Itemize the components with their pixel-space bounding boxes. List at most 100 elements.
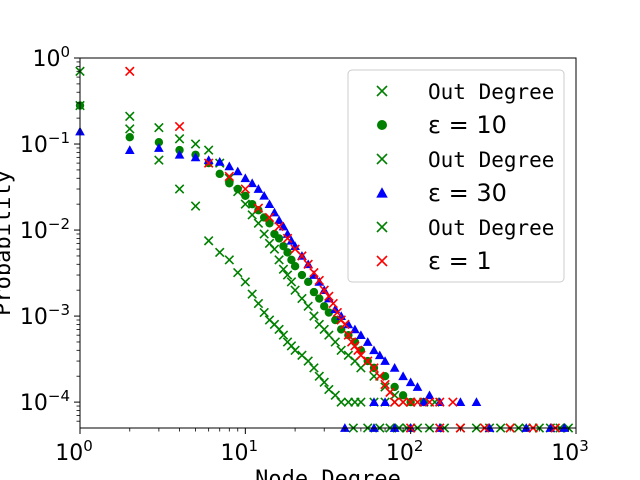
- data-point-series-1: [278, 264, 289, 275]
- data-point-series-4: [253, 203, 264, 213]
- data-point-series-2: [247, 199, 257, 209]
- data-point-series-4: [369, 363, 379, 373]
- data-point-series-1: [319, 377, 329, 388]
- data-point-series-1: [203, 236, 214, 246]
- data-point-series-1: [389, 390, 400, 401]
- data-point-series-3: [154, 143, 164, 152]
- data-point-series-1: [214, 247, 225, 258]
- data-point-series-2: [254, 206, 263, 215]
- data-point-series-2: [241, 191, 250, 201]
- legend-label: ε = 30: [428, 179, 507, 207]
- data-point-series-3: [471, 397, 482, 406]
- data-point-series-2: [297, 270, 307, 280]
- legend-marker: [376, 187, 388, 198]
- data-point-series-3: [389, 363, 400, 372]
- data-point-series-4: [389, 397, 400, 407]
- y-tick-label: 10−4: [20, 387, 70, 416]
- data-point-series-4: [328, 298, 338, 309]
- legend-marker: [376, 221, 388, 233]
- data-point-series-2: [233, 184, 242, 194]
- data-point-series-1: [282, 270, 293, 280]
- legend-box: [347, 69, 565, 283]
- y-tick-label: 10−2: [20, 215, 70, 244]
- data-point-series-1: [259, 307, 269, 318]
- data-point-series-4: [343, 330, 354, 340]
- data-point-series-1: [336, 397, 346, 407]
- x-tick-label: 103: [551, 437, 589, 466]
- legend-label: Out Degree: [428, 80, 554, 104]
- data-point-series-3: [418, 397, 429, 406]
- data-point-series-4: [353, 345, 363, 356]
- data-point-series-1: [174, 134, 185, 144]
- legend-label: ε = 1: [428, 247, 492, 275]
- data-point-series-1: [290, 285, 300, 295]
- data-point-series-4: [350, 341, 360, 351]
- data-point-series-2: [283, 248, 292, 257]
- data-point-series-4: [374, 371, 385, 381]
- y-axis-label: Probability: [0, 170, 16, 316]
- data-point-series-1: [125, 111, 135, 122]
- data-point-series-3: [330, 304, 341, 314]
- data-point-series-2: [309, 287, 319, 297]
- y-tick-label: 10−3: [20, 301, 70, 330]
- data-point-series-2: [274, 234, 284, 243]
- data-point-series-3: [232, 166, 243, 176]
- data-point-series-1: [336, 345, 346, 356]
- data-point-series-2: [287, 255, 296, 265]
- data-point-series-2: [315, 294, 324, 303]
- data-point-series-1: [224, 255, 235, 265]
- data-point-series-3: [274, 215, 284, 225]
- data-point-series-1: [274, 324, 284, 335]
- data-point-series-4: [309, 267, 319, 278]
- data-point-series-2: [279, 241, 288, 251]
- data-point-series-4: [303, 259, 313, 270]
- data-point-series-1: [269, 244, 280, 254]
- data-point-series-1: [290, 345, 300, 356]
- data-point-series-3: [253, 184, 264, 193]
- data-point-series-3: [174, 149, 185, 159]
- legend: Out Degree ε = 10 Out Degree ε = 30 Out Degr…: [347, 69, 565, 283]
- x-tick-label: 101: [221, 437, 259, 466]
- data-point-series-2: [225, 179, 234, 188]
- axes: 100 101 102 103 100 10−1 10−2 10−3 10−4: [20, 43, 589, 466]
- data-point-series-1: [286, 277, 297, 287]
- data-point-series-1: [203, 145, 214, 155]
- data-point-series-3: [380, 397, 390, 406]
- data-point-series-3: [356, 330, 366, 340]
- x-tick-label: 100: [55, 437, 93, 466]
- data-point-series-4: [340, 319, 350, 330]
- data-point-series-1: [309, 363, 319, 373]
- data-point-series-1: [125, 124, 135, 134]
- data-point-series-1: [259, 229, 269, 239]
- data-point-series-2: [265, 219, 274, 228]
- data-point-series-1: [330, 337, 341, 347]
- data-point-series-4: [398, 397, 408, 407]
- legend-marker: [376, 255, 388, 267]
- data-point-series-4: [412, 397, 423, 407]
- data-point-series-1: [154, 155, 164, 165]
- data-point-series-3: [405, 377, 416, 387]
- data-point-series-1: [247, 289, 257, 299]
- data-point-series-3: [214, 157, 225, 166]
- data-point-series-4: [405, 397, 416, 407]
- data-point-series-3: [247, 178, 258, 188]
- data-point-series-1: [278, 330, 289, 340]
- x-axis-label: Node Degree: [255, 467, 401, 480]
- data-point-series-1: [274, 255, 284, 265]
- data-point-series-4: [435, 397, 445, 407]
- data-point-series-2: [398, 391, 408, 400]
- data-point-series-1: [303, 301, 313, 312]
- data-point-series-4: [385, 387, 395, 398]
- data-point-series-3: [412, 382, 423, 391]
- data-point-series-3: [380, 356, 390, 365]
- data-point-series-2: [154, 138, 164, 147]
- data-point-series-1: [240, 277, 251, 287]
- data-point-series-3: [455, 397, 466, 406]
- data-point-series-1: [174, 184, 185, 194]
- data-point-series-4: [319, 285, 329, 295]
- data-point-series-4: [380, 379, 390, 390]
- data-point-series-3: [369, 397, 379, 406]
- data-point-series-2: [324, 308, 334, 317]
- data-point-series-2: [125, 133, 134, 142]
- data-point-series-1: [309, 311, 319, 321]
